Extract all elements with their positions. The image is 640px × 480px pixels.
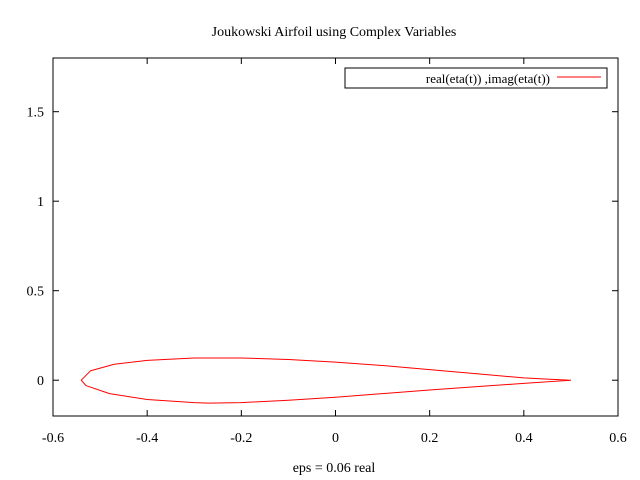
y-tick-label: 1 xyxy=(37,195,44,210)
series-layer xyxy=(80,357,571,404)
y-tick-label: 0 xyxy=(37,374,44,389)
series-line-0 xyxy=(80,357,571,404)
legend-box xyxy=(344,67,608,89)
x-axis-label: eps = 0.06 real xyxy=(293,461,376,476)
x-tick-label: -0.2 xyxy=(230,431,252,446)
x-tick-label: -0.4 xyxy=(136,431,158,446)
x-tick-label: 0.2 xyxy=(421,431,439,446)
legend-label: real(eta(t)) ,imag(eta(t)) xyxy=(426,71,550,86)
x-tick-label: 0 xyxy=(332,431,339,446)
legend: real(eta(t)) ,imag(eta(t)) xyxy=(344,67,608,89)
chart-title: Joukowski Airfoil using Complex Variable… xyxy=(212,25,457,40)
y-axis: 0 0.5 1 1.5 xyxy=(27,106,618,389)
x-tick-label: 0.4 xyxy=(515,431,533,446)
y-tick-label: 0.5 xyxy=(27,285,45,300)
x-tick-label: -0.6 xyxy=(42,431,64,446)
x-tick-label: 0.6 xyxy=(609,431,627,446)
y-tick-label: 1.5 xyxy=(27,106,45,121)
x-axis: -0.6 -0.4 -0.2 0 0.2 0.4 0.6 xyxy=(42,58,627,446)
